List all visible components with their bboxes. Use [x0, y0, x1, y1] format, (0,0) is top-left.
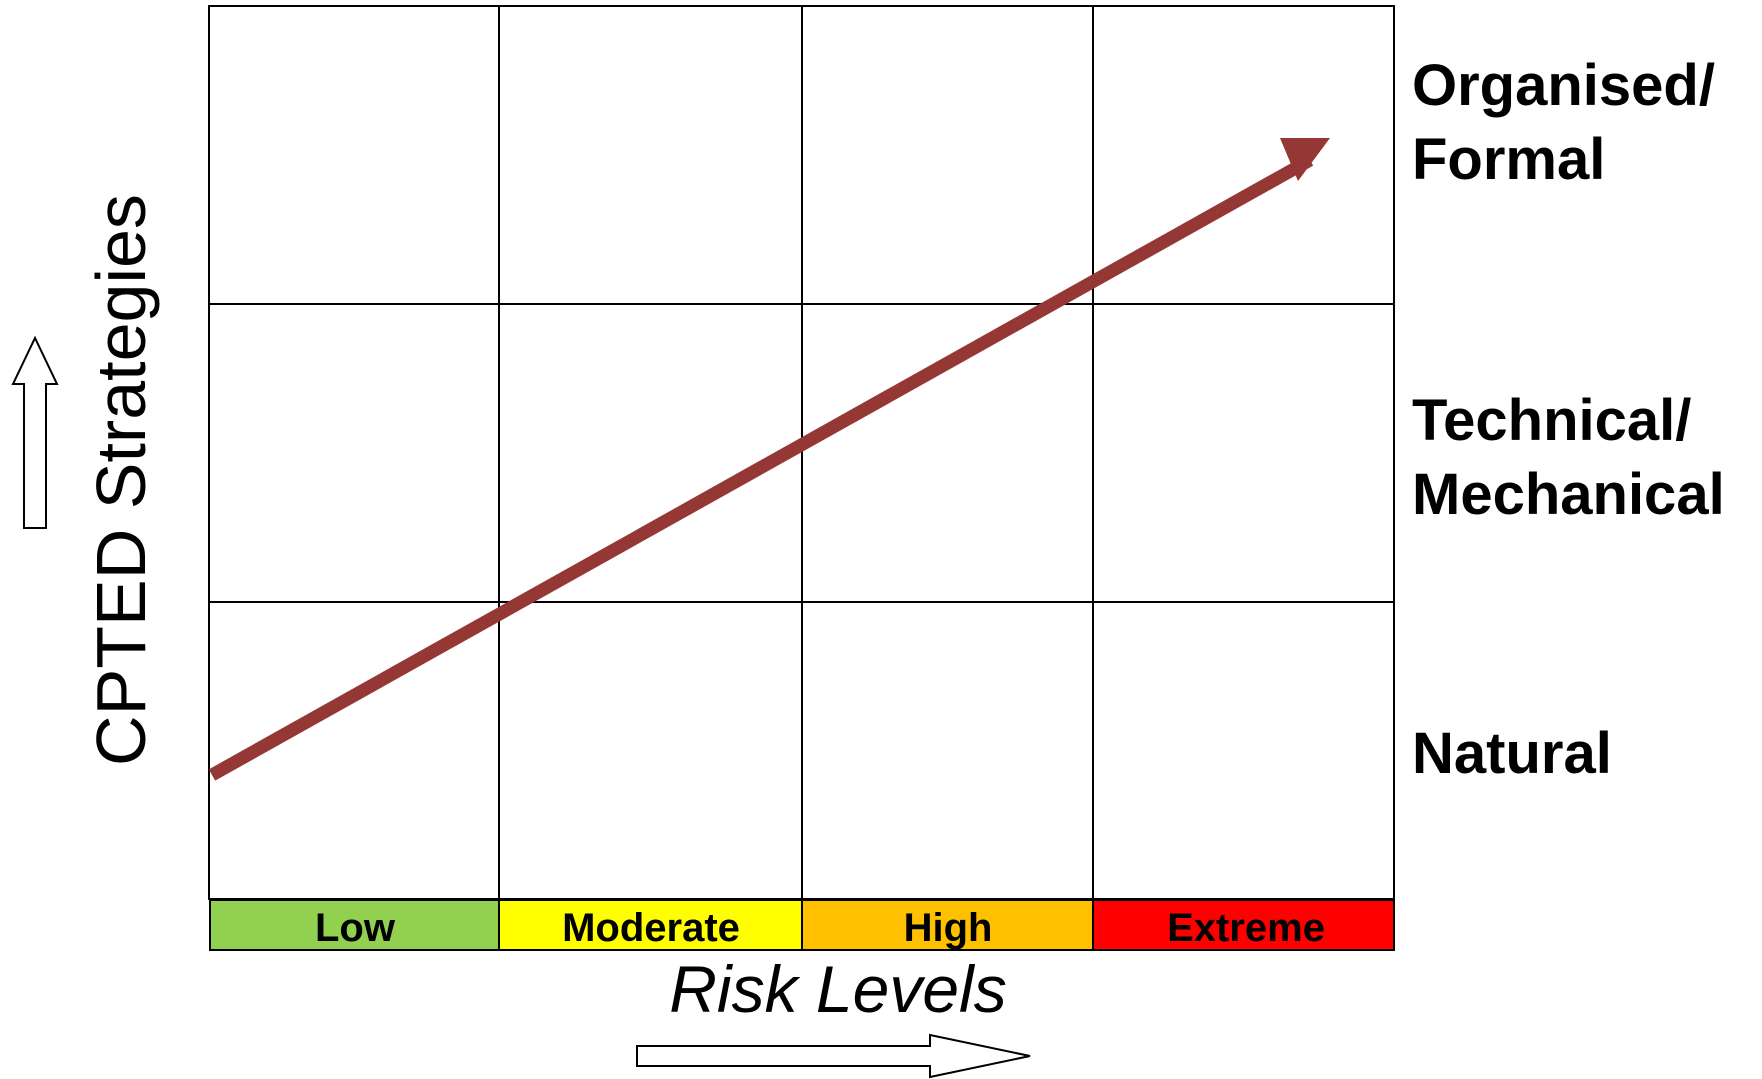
risk-cell-high: [801, 899, 1094, 951]
arrow-up-icon: [11, 335, 59, 529]
risk-cell-low: [209, 899, 500, 951]
x-axis-title: Risk Levels: [669, 952, 1006, 1026]
risk-label-low: Low: [315, 906, 396, 950]
risk-level-band: Low Moderate High Extreme: [209, 899, 1395, 951]
arrow-right-icon: [636, 1033, 1031, 1079]
x-axis: Risk Levels: [636, 952, 1031, 1079]
strategy-label-line: Technical/: [1412, 388, 1691, 453]
strategy-label-natural: Natural: [1412, 721, 1612, 786]
trend-arrow-head: [1280, 138, 1330, 181]
y-axis-title: CPTED Strategies: [82, 194, 160, 766]
grid: [208, 5, 1395, 900]
risk-label-extreme: Extreme: [1167, 906, 1325, 950]
strategy-label-line: Natural: [1412, 721, 1612, 786]
strategy-label-line: Formal: [1412, 127, 1605, 192]
risk-cell-extreme: [1092, 899, 1395, 951]
strategy-label-line: Mechanical: [1412, 462, 1725, 527]
strategy-label-technical: Technical/ Mechanical: [1412, 388, 1725, 527]
trend-arrow-shaft: [208, 154, 1314, 781]
y-axis: CPTED Strategies: [11, 194, 160, 766]
strategy-labels: Organised/ Formal Technical/ Mechanical …: [1412, 53, 1731, 786]
risk-cell-moderate: [498, 899, 803, 951]
risk-label-moderate: Moderate: [562, 906, 740, 950]
strategy-label-organised: Organised/ Formal: [1412, 53, 1731, 192]
strategy-label-line: Organised/: [1412, 53, 1715, 118]
risk-label-high: High: [904, 906, 993, 950]
trend-arrow: [208, 138, 1330, 781]
